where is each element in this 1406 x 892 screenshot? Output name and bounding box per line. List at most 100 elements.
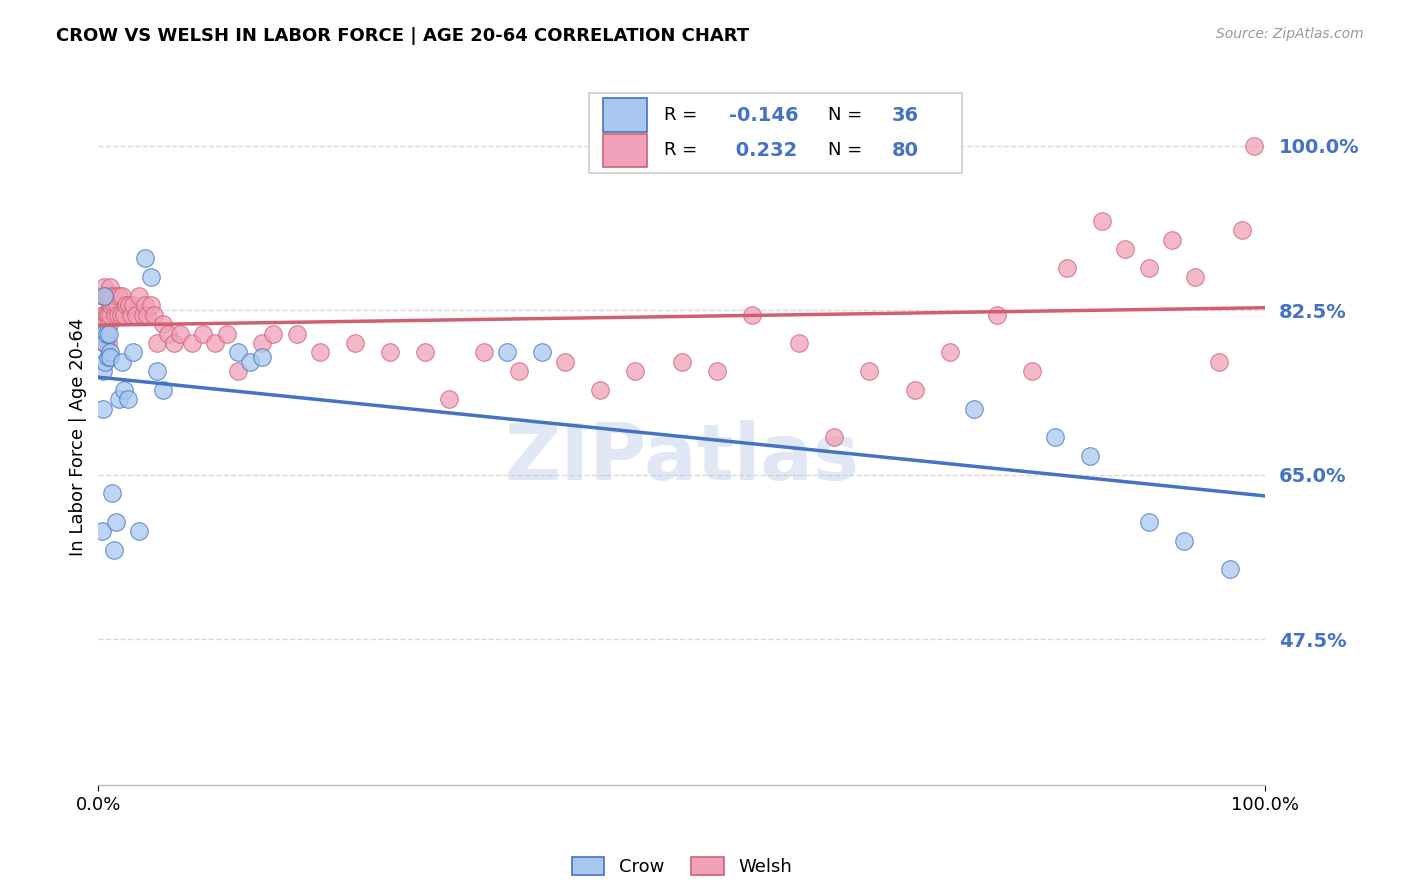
- Point: [112, 308, 135, 322]
- Text: CROW VS WELSH IN LABOR FORCE | AGE 20-64 CORRELATION CHART: CROW VS WELSH IN LABOR FORCE | AGE 20-64…: [56, 27, 749, 45]
- Point: [104, 308, 127, 322]
- Text: 80: 80: [891, 141, 920, 160]
- Point: [91, 401, 114, 416]
- Point: [706, 364, 728, 378]
- Point: [1230, 223, 1253, 237]
- Point: [104, 515, 127, 529]
- Point: [228, 345, 250, 359]
- Point: [103, 542, 125, 557]
- Point: [94, 318, 117, 332]
- Point: [250, 336, 273, 351]
- Point: [97, 308, 120, 322]
- FancyBboxPatch shape: [589, 93, 962, 173]
- Point: [128, 524, 150, 538]
- Point: [91, 308, 114, 322]
- Point: [823, 430, 845, 444]
- Point: [122, 345, 145, 359]
- Point: [228, 364, 250, 378]
- Point: [152, 383, 174, 397]
- Point: [741, 308, 763, 322]
- Point: [1173, 533, 1195, 548]
- Point: [1045, 430, 1067, 444]
- Point: [132, 308, 155, 322]
- Point: [107, 308, 129, 322]
- Point: [1137, 260, 1160, 275]
- Point: [163, 336, 186, 351]
- Point: [239, 355, 262, 369]
- Text: N =: N =: [828, 141, 868, 160]
- Point: [1056, 260, 1078, 275]
- Point: [111, 355, 134, 369]
- Point: [1208, 355, 1230, 369]
- Point: [413, 345, 436, 359]
- Point: [103, 298, 125, 312]
- Point: [96, 326, 118, 341]
- Point: [98, 308, 121, 322]
- Point: [472, 345, 495, 359]
- Point: [496, 345, 519, 359]
- Point: [530, 345, 553, 359]
- Text: 36: 36: [891, 105, 920, 125]
- Point: [157, 326, 180, 341]
- Point: [204, 336, 226, 351]
- FancyBboxPatch shape: [603, 98, 647, 132]
- Point: [90, 524, 112, 538]
- Point: [93, 326, 115, 341]
- Point: [787, 336, 810, 351]
- Point: [97, 318, 120, 332]
- Point: [262, 326, 284, 341]
- Point: [91, 364, 114, 378]
- Point: [110, 308, 132, 322]
- Point: [1219, 562, 1241, 576]
- Point: [285, 326, 308, 341]
- Point: [508, 364, 530, 378]
- Point: [180, 336, 202, 351]
- Point: [97, 289, 120, 303]
- Point: [117, 392, 139, 407]
- Point: [115, 298, 138, 312]
- Text: R =: R =: [665, 141, 703, 160]
- Point: [118, 298, 141, 312]
- Text: 0.232: 0.232: [728, 141, 797, 160]
- Point: [100, 298, 122, 312]
- Text: -0.146: -0.146: [728, 105, 799, 125]
- Point: [344, 336, 367, 351]
- Point: [96, 308, 118, 322]
- Point: [111, 289, 134, 303]
- Point: [101, 486, 124, 500]
- Point: [97, 289, 120, 303]
- Point: [93, 279, 115, 293]
- Point: [309, 345, 332, 359]
- Point: [93, 336, 115, 351]
- Point: [962, 401, 984, 416]
- Point: [1080, 449, 1102, 463]
- Point: [94, 336, 117, 351]
- Point: [152, 318, 174, 332]
- Point: [94, 355, 117, 369]
- Point: [1184, 270, 1206, 285]
- Text: N =: N =: [828, 106, 868, 124]
- Point: [97, 326, 120, 341]
- Point: [215, 326, 238, 341]
- Point: [143, 308, 166, 322]
- Point: [1091, 214, 1114, 228]
- Point: [108, 289, 131, 303]
- Point: [1161, 233, 1184, 247]
- FancyBboxPatch shape: [603, 134, 647, 167]
- Point: [146, 336, 169, 351]
- Point: [671, 355, 693, 369]
- Point: [97, 336, 120, 351]
- Y-axis label: In Labor Force | Age 20-64: In Labor Force | Age 20-64: [69, 318, 87, 557]
- Point: [96, 289, 118, 303]
- Text: Source: ZipAtlas.com: Source: ZipAtlas.com: [1216, 27, 1364, 41]
- Point: [128, 289, 150, 303]
- Point: [90, 289, 112, 303]
- Point: [94, 289, 117, 303]
- Point: [139, 270, 162, 285]
- Point: [101, 289, 124, 303]
- Point: [554, 355, 576, 369]
- Text: R =: R =: [665, 106, 703, 124]
- Point: [134, 252, 156, 266]
- Point: [93, 289, 115, 303]
- Point: [97, 350, 120, 364]
